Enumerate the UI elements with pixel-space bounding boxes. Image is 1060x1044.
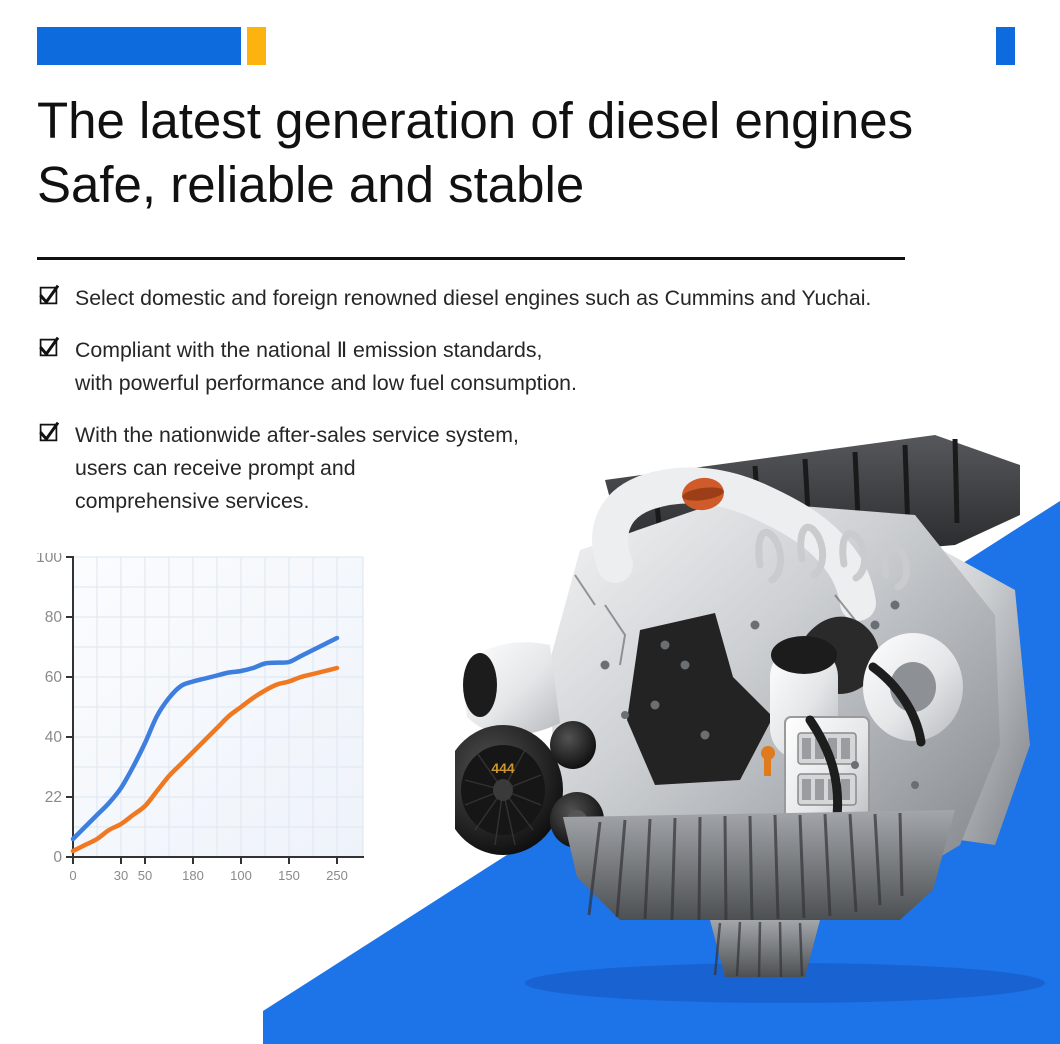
svg-text:0: 0 xyxy=(53,849,62,866)
svg-text:444: 444 xyxy=(491,760,515,776)
svg-text:40: 40 xyxy=(45,729,63,746)
svg-text:30: 30 xyxy=(114,868,128,883)
svg-text:100: 100 xyxy=(36,553,62,566)
svg-text:50: 50 xyxy=(138,868,152,883)
svg-text:80: 80 xyxy=(45,609,63,626)
svg-text:150: 150 xyxy=(278,868,300,883)
svg-text:0: 0 xyxy=(69,868,76,883)
svg-text:60: 60 xyxy=(45,669,63,686)
svg-text:250: 250 xyxy=(326,868,348,883)
svg-text:180: 180 xyxy=(182,868,204,883)
svg-text:100: 100 xyxy=(230,868,252,883)
svg-text:22: 22 xyxy=(45,789,62,806)
